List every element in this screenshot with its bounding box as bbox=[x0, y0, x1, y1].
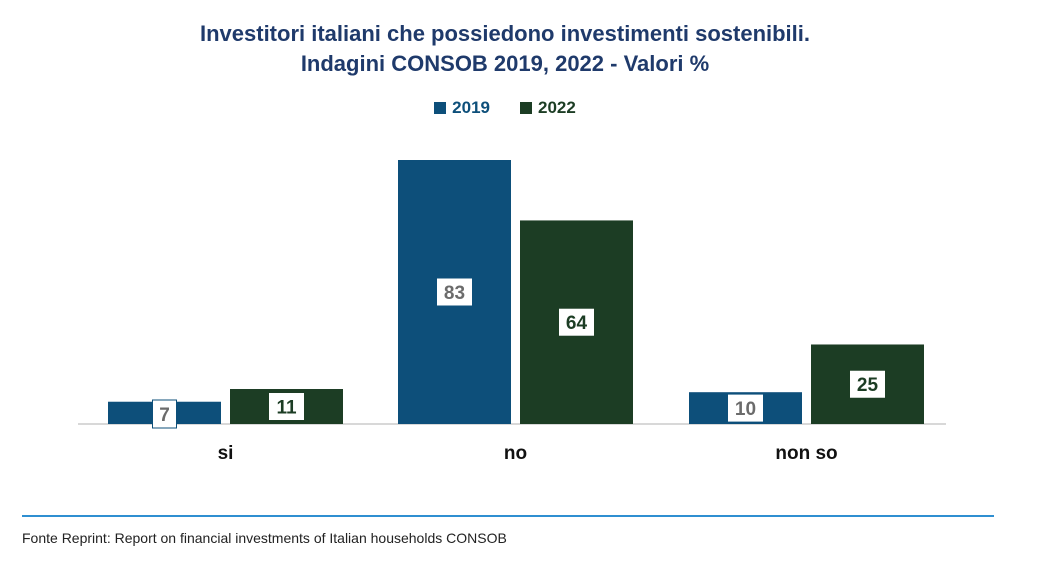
legend-item-2022: 2022 bbox=[520, 98, 576, 118]
data-label-box-no-2022 bbox=[558, 307, 595, 337]
data-label-box-no-2019 bbox=[436, 277, 473, 307]
legend-item-2019: 2019 bbox=[434, 98, 490, 118]
data-label-non-so-2022: 25 bbox=[857, 375, 879, 396]
source-divider bbox=[22, 515, 994, 517]
x-tick-label-si: si bbox=[218, 443, 234, 464]
chart-title-line2: Indagini CONSOB 2019, 2022 - Valori % bbox=[300, 51, 710, 76]
legend-label-2019: 2019 bbox=[452, 98, 490, 117]
legend-swatch-2019 bbox=[434, 102, 447, 114]
x-tick-label-non-so: non so bbox=[775, 443, 837, 464]
data-label-non-so-2019: 10 bbox=[735, 399, 756, 420]
data-label-box-non-so-2022 bbox=[849, 369, 886, 399]
legend: 2019 2022 bbox=[0, 98, 1010, 118]
x-tick-label-no: no bbox=[504, 443, 527, 464]
data-label-no-2019: 83 bbox=[444, 283, 465, 304]
legend-swatch-2022 bbox=[520, 102, 532, 114]
data-label-si-2019: 7 bbox=[159, 405, 170, 426]
chart-title-line1: Investitori italiani che possiedono inve… bbox=[199, 21, 811, 46]
data-label-no-2022: 64 bbox=[566, 313, 588, 334]
data-label-box-si-2022 bbox=[268, 392, 305, 422]
source-note: Fonte Reprint: Report on financial inves… bbox=[22, 530, 507, 546]
data-label-si-2022: 11 bbox=[276, 398, 297, 419]
data-label-box-non-so-2019 bbox=[727, 393, 764, 423]
data-label-box-si-2019 bbox=[152, 399, 177, 429]
legend-label-2022: 2022 bbox=[538, 98, 576, 117]
